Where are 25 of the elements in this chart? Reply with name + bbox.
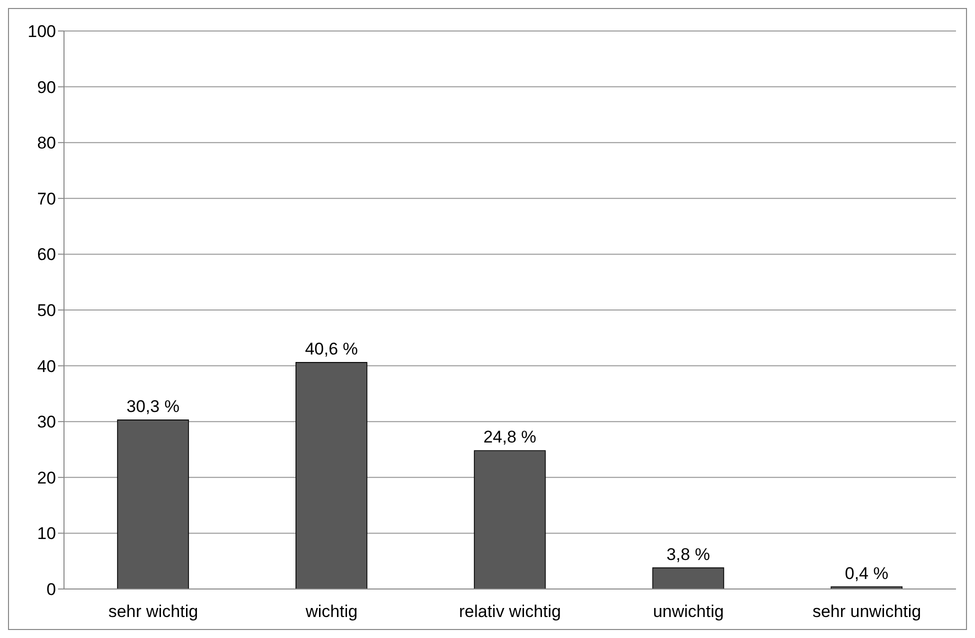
y-tick-label: 90 bbox=[37, 78, 56, 97]
x-tick-label: sehr wichtig bbox=[108, 602, 198, 622]
data-label: 24,8 % bbox=[483, 428, 536, 447]
bar bbox=[117, 420, 189, 589]
x-tick-label: wichtig bbox=[304, 602, 358, 622]
y-tick-label: 70 bbox=[37, 189, 56, 208]
data-label: 0,4 % bbox=[844, 564, 888, 583]
x-tick-label: sehr unwichtig bbox=[812, 602, 922, 622]
data-label: 40,6 % bbox=[304, 339, 358, 358]
bar bbox=[652, 567, 724, 589]
x-tick-label: unwichtig bbox=[652, 602, 724, 622]
y-tick-label: 50 bbox=[37, 301, 56, 320]
bar bbox=[474, 450, 546, 589]
data-label: 3,8 % bbox=[666, 544, 710, 564]
y-tick-label: 60 bbox=[37, 245, 56, 264]
y-tick-label: 10 bbox=[37, 524, 56, 544]
y-tick-label: 0 bbox=[46, 580, 56, 600]
y-tick-label: 80 bbox=[37, 134, 56, 153]
bar bbox=[296, 362, 368, 589]
y-tick-label: 20 bbox=[37, 468, 56, 488]
y-tick-label: 40 bbox=[37, 356, 56, 376]
y-tick-label: 100 bbox=[28, 22, 56, 42]
data-label: 30,3 % bbox=[126, 396, 180, 416]
x-tick-label: relativ wichtig bbox=[458, 602, 562, 622]
y-tick-label: 30 bbox=[37, 412, 56, 432]
